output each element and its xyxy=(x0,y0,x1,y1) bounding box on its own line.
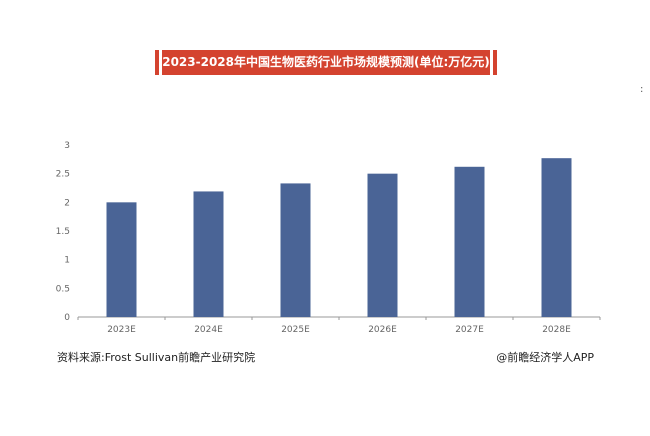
x-tick-label: 2028E xyxy=(542,325,571,335)
x-tick-label: 2026E xyxy=(368,325,397,335)
x-tick-label: 2024E xyxy=(194,325,223,335)
brand-label: @前瞻经济学人APP xyxy=(496,351,594,364)
y-tick-label: 1 xyxy=(64,256,70,266)
source-label: 资料来源:Frost Sullivan前瞻产业研究院 xyxy=(57,351,256,364)
y-tick-label: 0.5 xyxy=(56,284,70,294)
bar-2028E xyxy=(541,158,572,317)
chart-title: 2023-2028年中国生物医药行业市场规模预测(单位:万亿元) xyxy=(162,50,490,75)
x-tick-label: 2027E xyxy=(455,325,484,335)
x-tick-label: 2023E xyxy=(107,325,136,335)
bar-2023E xyxy=(106,202,137,317)
y-tick-label: 0 xyxy=(64,313,70,323)
x-axis-ticks: 2023E 2024E 2025E 2026E 2027E 2028E xyxy=(77,317,601,335)
y-tick-label: 2 xyxy=(64,198,70,208)
bar-2026E xyxy=(367,173,398,317)
bar-2025E xyxy=(280,183,311,317)
title-right-edge xyxy=(493,50,497,75)
y-tick-label: 1.5 xyxy=(56,227,70,237)
y-axis-ticks: 0 0.5 1 1.5 2 2.5 3 xyxy=(56,141,71,323)
chart-title-banner: 2023-2028年中国生物医药行业市场规模预测(单位:万亿元) xyxy=(155,50,497,75)
bar-2027E xyxy=(454,166,485,317)
y-tick-label: 2.5 xyxy=(56,170,70,180)
stray-mark: : xyxy=(640,84,644,95)
y-tick-label: 3 xyxy=(64,141,70,151)
bars-group xyxy=(106,158,572,317)
x-tick-label: 2025E xyxy=(281,325,310,335)
title-left-edge xyxy=(155,50,159,75)
bar-2024E xyxy=(193,191,224,317)
